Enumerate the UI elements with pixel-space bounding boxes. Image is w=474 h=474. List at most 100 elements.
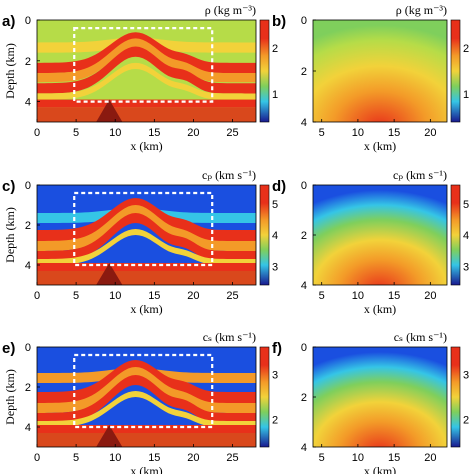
colorbar-tick: 5 bbox=[272, 199, 278, 211]
y-tick-label: 4 bbox=[301, 280, 307, 292]
y-axis-label: Depth (km) bbox=[3, 43, 17, 99]
y-tick-label: 0 bbox=[25, 180, 31, 192]
basement bbox=[37, 107, 256, 122]
x-axis-label: x (km) bbox=[364, 464, 396, 474]
y-tick-label: 0 bbox=[301, 342, 307, 354]
basement bbox=[37, 271, 256, 285]
deep-layer bbox=[37, 99, 256, 108]
x-axis-label: x (km) bbox=[364, 139, 396, 153]
colorbar-tick: 4 bbox=[463, 230, 469, 242]
y-tick-label: 0 bbox=[25, 342, 31, 354]
inset-box bbox=[73, 27, 214, 103]
x-tick-label: 10 bbox=[352, 127, 364, 139]
colorbar-tick: 2 bbox=[463, 43, 469, 55]
x-tick-label: 15 bbox=[148, 452, 160, 464]
panel-title: ρ (kg m⁻³) bbox=[396, 3, 447, 17]
colorbar-tick: 1 bbox=[272, 89, 278, 101]
colorbar-tick: 3 bbox=[463, 261, 469, 273]
y-tick-label: 0 bbox=[301, 15, 307, 27]
panel-label: c) bbox=[2, 178, 15, 195]
y-tick-label: 4 bbox=[25, 422, 31, 434]
colorbar-tick: 3 bbox=[272, 369, 278, 381]
layer-band bbox=[37, 32, 256, 74]
deep-layer bbox=[37, 263, 256, 271]
smooth-field bbox=[313, 185, 447, 285]
layer-band bbox=[37, 212, 256, 261]
smooth-field bbox=[313, 20, 447, 122]
deep-layer bbox=[37, 425, 256, 433]
x-tick-label: 0 bbox=[34, 290, 40, 302]
x-tick-label: 20 bbox=[187, 290, 199, 302]
x-tick-label: 5 bbox=[73, 290, 79, 302]
x-axis-label: x (km) bbox=[130, 139, 162, 153]
panel-label: a) bbox=[2, 13, 15, 30]
x-tick-label: 20 bbox=[424, 127, 436, 139]
colorbar bbox=[259, 19, 270, 123]
colorbar-tick: 2 bbox=[463, 415, 469, 427]
y-tick-label: 2 bbox=[25, 220, 31, 232]
colorbar bbox=[259, 184, 270, 286]
x-axis-label: x (km) bbox=[130, 302, 162, 316]
colorbar-tick: 5 bbox=[463, 199, 469, 211]
y-tick-label: 4 bbox=[25, 260, 31, 272]
x-tick-label: 10 bbox=[352, 452, 364, 464]
x-tick-label: 15 bbox=[388, 452, 400, 464]
y-axis-label: Depth (km) bbox=[3, 369, 17, 425]
plot-frame bbox=[36, 19, 257, 123]
x-tick-label: 15 bbox=[148, 127, 160, 139]
x-tick-label: 25 bbox=[226, 127, 238, 139]
colorbar-tick: 1 bbox=[463, 89, 469, 101]
y-tick-label: 2 bbox=[25, 382, 31, 394]
x-tick-label: 5 bbox=[319, 452, 325, 464]
x-tick-label: 10 bbox=[352, 290, 364, 302]
layer-band bbox=[37, 366, 256, 413]
panel-label: d) bbox=[272, 178, 286, 195]
y-tick-label: 0 bbox=[301, 180, 307, 192]
y-tick-label: 4 bbox=[301, 442, 307, 454]
x-tick-label: 10 bbox=[109, 452, 121, 464]
x-tick-label: 25 bbox=[226, 290, 238, 302]
colorbar-tick: 3 bbox=[463, 369, 469, 381]
y-tick-label: 2 bbox=[301, 392, 307, 404]
colorbar-tick: 2 bbox=[272, 43, 278, 55]
y-tick-label: 4 bbox=[301, 117, 307, 129]
layer-band bbox=[37, 38, 256, 83]
panel-label: e) bbox=[2, 340, 15, 357]
x-tick-label: 20 bbox=[187, 127, 199, 139]
x-tick-label: 0 bbox=[34, 452, 40, 464]
layer-band bbox=[37, 204, 256, 251]
layer-band bbox=[37, 197, 256, 242]
x-tick-label: 15 bbox=[388, 290, 400, 302]
x-tick-label: 15 bbox=[388, 127, 400, 139]
x-tick-label: 0 bbox=[34, 127, 40, 139]
panel-label: f) bbox=[272, 340, 282, 357]
panel-title: cₚ (km s⁻¹) bbox=[202, 168, 256, 182]
smooth-field bbox=[313, 347, 447, 447]
plot-frame bbox=[36, 346, 257, 448]
plot-frame bbox=[36, 184, 257, 286]
x-tick-label: 20 bbox=[187, 452, 199, 464]
colorbar bbox=[450, 184, 461, 286]
layer-band bbox=[37, 374, 256, 423]
layer-band bbox=[37, 46, 256, 94]
y-axis-label: Depth (km) bbox=[3, 207, 17, 263]
colorbar bbox=[259, 346, 270, 448]
x-tick-label: 10 bbox=[109, 127, 121, 139]
colorbar bbox=[450, 19, 461, 123]
x-tick-label: 20 bbox=[424, 290, 436, 302]
x-tick-label: 5 bbox=[73, 127, 79, 139]
x-tick-label: 25 bbox=[226, 452, 238, 464]
colorbar-tick: 2 bbox=[272, 415, 278, 427]
fault-spike bbox=[96, 99, 123, 122]
x-tick-label: 15 bbox=[148, 290, 160, 302]
panel-title: cₛ (km s⁻¹) bbox=[203, 330, 256, 344]
panel-f: f) cₛ (km s⁻¹) 3 2 5 10 15 20 0 2 4 x (km) bbox=[272, 330, 469, 474]
fault-spike bbox=[96, 425, 123, 447]
x-axis-label: x (km) bbox=[130, 464, 162, 474]
panel-title: ρ (kg m⁻³) bbox=[205, 3, 256, 17]
y-tick-label: 2 bbox=[25, 56, 31, 68]
y-tick-label: 2 bbox=[301, 230, 307, 242]
